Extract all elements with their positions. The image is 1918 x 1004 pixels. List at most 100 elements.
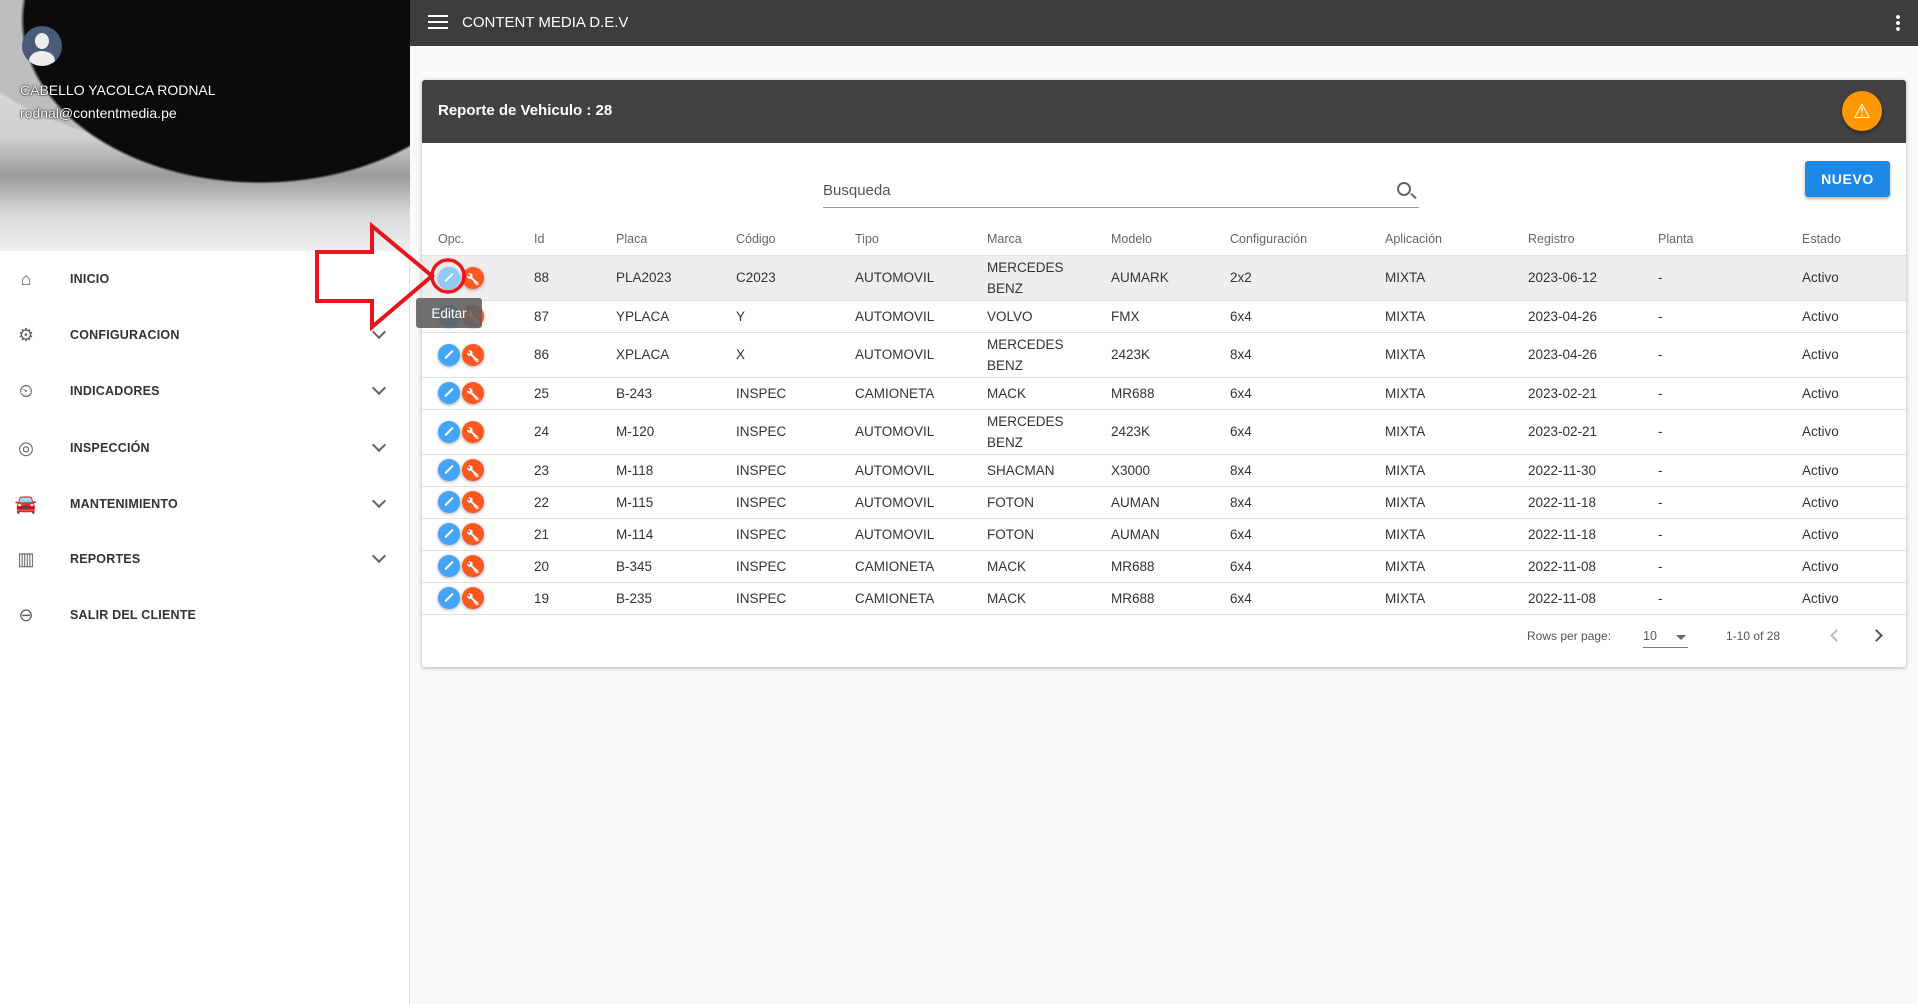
cell-tipo: AUTOMOVIL <box>839 255 971 301</box>
cell-modelo: MR688 <box>1095 550 1214 583</box>
chevron-down-icon[interactable] <box>371 324 387 340</box>
column-header: Código <box>720 223 839 256</box>
sidebar-item-inspecci-n[interactable]: ◎ INSPECCIÓN <box>0 423 410 473</box>
chevron-down-icon[interactable] <box>371 548 387 564</box>
edit-button[interactable] <box>438 420 460 443</box>
cell-configuracion: 8x4 <box>1214 486 1369 519</box>
cell-marca: MERCEDES BENZ <box>971 255 1095 301</box>
maintenance-wrench-button[interactable] <box>462 266 484 289</box>
cell-id: 22 <box>518 486 600 519</box>
maintenance-wrench-button[interactable] <box>462 382 484 405</box>
edit-button[interactable] <box>438 343 460 366</box>
cell-placa: B-243 <box>600 377 720 410</box>
sidebar-item-indicadores[interactable]: ⏲ INDICADORES <box>0 366 410 416</box>
edit-button[interactable] <box>438 382 460 405</box>
options-cell <box>422 486 518 519</box>
cell-estado: Activo <box>1786 550 1906 583</box>
cell-placa: XPLACA <box>600 332 720 378</box>
cell-tipo: AUTOMOVIL <box>839 332 971 378</box>
exit-icon: ⊖ <box>18 604 34 625</box>
sidebar-item-label: INICIO <box>70 272 110 286</box>
sidebar-item-label: CONFIGURACION <box>70 328 180 342</box>
cell-configuracion: 8x4 <box>1214 454 1369 487</box>
cell-id: 87 <box>518 300 600 333</box>
cell-estado: Activo <box>1786 300 1906 333</box>
cell-planta: - <box>1642 582 1786 615</box>
cell-aplicacion: MIXTA <box>1369 582 1512 615</box>
chevron-down-icon[interactable] <box>371 380 387 396</box>
cell-tipo: AUTOMOVIL <box>839 486 971 519</box>
cell-registro: 2022-11-30 <box>1512 454 1642 487</box>
rows-per-page-select[interactable]: 10 <box>1643 624 1688 648</box>
cell-codigo: C2023 <box>720 255 839 301</box>
user-email: rodnal@contentmedia.pe <box>20 105 177 121</box>
edit-button[interactable] <box>438 555 460 578</box>
sidebar-item-mantenimiento[interactable]: 🚘 MANTENIMIENTO <box>0 479 410 529</box>
cell-marca: MACK <box>971 550 1095 583</box>
maintenance-wrench-button[interactable] <box>462 555 484 578</box>
cell-estado: Activo <box>1786 518 1906 551</box>
cell-tipo: AUTOMOVIL <box>839 454 971 487</box>
hamburger-menu-icon[interactable] <box>428 15 448 29</box>
cell-marca: MACK <box>971 582 1095 615</box>
table-row: 19B-235INSPECCAMIONETAMACKMR6886x4MIXTA2… <box>422 582 1906 615</box>
table-row: 87YPLACAYAUTOMOVILVOLVOFMX6x4MIXTA2023-0… <box>422 300 1906 333</box>
cell-codigo: INSPEC <box>720 518 839 551</box>
maintenance-wrench-button[interactable] <box>462 459 484 482</box>
previous-page-icon[interactable] <box>1830 629 1843 642</box>
edit-button[interactable] <box>438 459 460 482</box>
cell-codigo: Y <box>720 300 839 333</box>
cell-registro: 2022-11-08 <box>1512 582 1642 615</box>
cell-codigo: INSPEC <box>720 582 839 615</box>
edit-button[interactable] <box>438 587 460 610</box>
chevron-down-icon[interactable] <box>371 493 387 509</box>
maintenance-wrench-button[interactable] <box>462 420 484 443</box>
sidebar-item-reportes[interactable]: ▥ REPORTES <box>0 534 410 584</box>
search-input[interactable] <box>823 178 1383 199</box>
edit-button[interactable] <box>438 491 460 514</box>
cell-id: 23 <box>518 454 600 487</box>
next-page-icon[interactable] <box>1870 629 1883 642</box>
edit-button[interactable] <box>438 523 460 546</box>
card-header: Reporte de Vehiculo : 28 ⚠ <box>422 80 1906 143</box>
cell-tipo: AUTOMOVIL <box>839 518 971 551</box>
maintenance-wrench-button[interactable] <box>462 491 484 514</box>
cell-registro: 2023-02-21 <box>1512 377 1642 410</box>
table-row: 21M-114INSPECAUTOMOVILFOTONAUMAN6x4MIXTA… <box>422 518 1906 551</box>
cell-placa: M-115 <box>600 486 720 519</box>
cell-planta: - <box>1642 486 1786 519</box>
cell-codigo: INSPEC <box>720 377 839 410</box>
cell-configuracion: 6x4 <box>1214 377 1369 410</box>
search-icon[interactable] <box>1397 182 1411 196</box>
cell-aplicacion: MIXTA <box>1369 550 1512 583</box>
cell-aplicacion: MIXTA <box>1369 454 1512 487</box>
maintenance-wrench-button[interactable] <box>462 523 484 546</box>
cell-modelo: 2423K <box>1095 409 1214 455</box>
cell-configuracion: 6x4 <box>1214 518 1369 551</box>
options-cell <box>422 377 518 410</box>
sidebar-item-configuracion[interactable]: ⚙ CONFIGURACION <box>0 310 410 360</box>
warning-icon[interactable]: ⚠ <box>1842 91 1882 131</box>
gauge-icon: ⏲ <box>18 380 34 401</box>
cell-placa: PLA2023 <box>600 255 720 301</box>
cell-modelo: MR688 <box>1095 582 1214 615</box>
options-cell <box>422 409 518 455</box>
cell-planta: - <box>1642 255 1786 301</box>
sidebar-item-label: INDICADORES <box>70 384 160 398</box>
cell-aplicacion: MIXTA <box>1369 377 1512 410</box>
column-header: Registro <box>1512 223 1642 256</box>
sidebar-item-inicio[interactable]: ⌂ INICIO <box>0 254 410 304</box>
vehicle-report-card: Reporte de Vehiculo : 28 ⚠ NUEVO Opc.IdP… <box>422 80 1906 667</box>
cell-marca: MERCEDES BENZ <box>971 409 1095 455</box>
cell-planta: - <box>1642 300 1786 333</box>
sidebar-item-salir-del-cliente[interactable]: ⊖ SALIR DEL CLIENTE <box>0 590 410 640</box>
cell-configuracion: 6x4 <box>1214 550 1369 583</box>
edit-button[interactable] <box>438 266 460 289</box>
chevron-down-icon[interactable] <box>371 437 387 453</box>
maintenance-wrench-button[interactable] <box>462 343 484 366</box>
new-button[interactable]: NUEVO <box>1805 161 1890 197</box>
maintenance-wrench-button[interactable] <box>462 587 484 610</box>
column-header: Placa <box>600 223 720 256</box>
search-field[interactable] <box>823 178 1419 208</box>
more-vert-icon[interactable] <box>1896 14 1900 32</box>
